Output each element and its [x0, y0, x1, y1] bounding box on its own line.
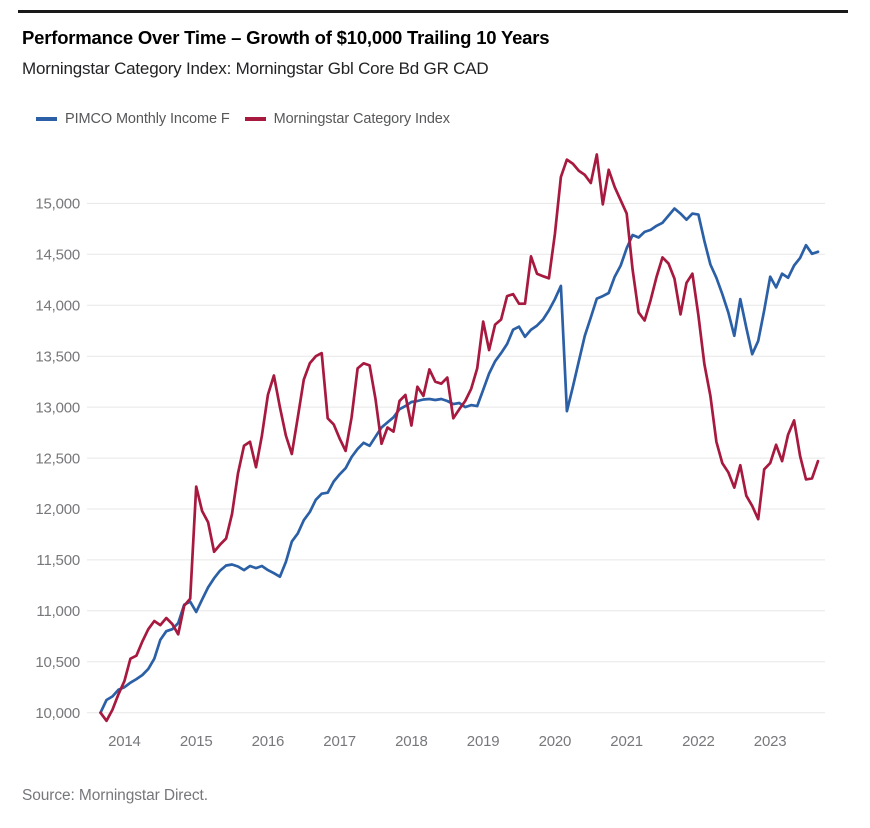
- legend-line-swatch-red: [244, 117, 266, 121]
- legend-label: PIMCO Monthly Income F: [65, 111, 230, 127]
- top-rule: [18, 10, 848, 13]
- x-axis-tick-label: 2014: [108, 733, 141, 750]
- x-axis-tick-label: 2018: [395, 733, 428, 750]
- y-axis-tick-label: 10,500: [35, 654, 80, 671]
- x-axis-tick-label: 2020: [539, 733, 572, 750]
- x-axis-tick-label: 2021: [610, 733, 643, 750]
- series-line-pimco-monthly-income-f: [99, 207, 820, 715]
- legend-label: Morningstar Category Index: [273, 111, 450, 127]
- y-axis-tick-label: 12,500: [35, 450, 80, 467]
- y-axis-tick-label: 13,000: [35, 399, 80, 416]
- y-axis-tick-label: 11,500: [36, 552, 80, 569]
- x-axis-tick-label: 2016: [252, 733, 285, 750]
- y-axis-tick-label: 12,000: [35, 501, 80, 518]
- chart-subtitle: Morningstar Category Index: Morningstar …: [22, 59, 489, 78]
- x-axis-tick-label: 2019: [467, 733, 500, 750]
- x-axis-tick-label: 2023: [754, 733, 787, 750]
- legend-line-swatch-blue: [36, 117, 57, 121]
- y-axis-tick-label: 11,000: [36, 603, 80, 620]
- y-axis-tick-label: 10,000: [35, 705, 80, 722]
- chart-legend: PIMCO Monthly Income F Morningstar Categ…: [36, 111, 450, 127]
- legend-item-category-index: Morningstar Category Index: [244, 111, 450, 127]
- source-note: Source: Morningstar Direct.: [22, 787, 208, 804]
- legend-item-pimco: PIMCO Monthly Income F: [36, 111, 230, 127]
- y-axis-tick-label: 14,500: [35, 247, 80, 264]
- y-axis-tick-label: 13,500: [35, 348, 80, 365]
- x-axis-tick-label: 2015: [180, 733, 213, 750]
- y-axis-tick-label: 15,000: [35, 196, 80, 213]
- series-line-morningstar-category-index: [99, 153, 820, 723]
- x-axis-tick-label: 2022: [682, 733, 715, 750]
- y-axis-tick-label: 14,000: [35, 298, 80, 315]
- x-axis-tick-label: 2017: [323, 733, 356, 750]
- chart-title: Performance Over Time – Growth of $10,00…: [22, 27, 550, 48]
